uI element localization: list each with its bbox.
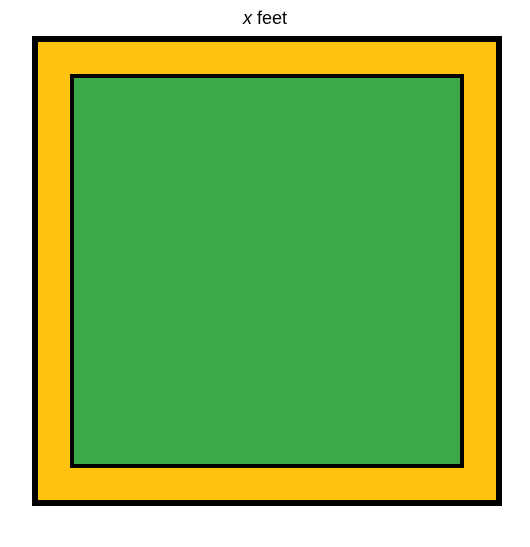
dimension-label: x feet xyxy=(0,8,530,29)
variable-x: x xyxy=(243,8,252,28)
nested-squares-diagram xyxy=(32,36,502,512)
unit-label: feet xyxy=(252,8,287,28)
inner-square xyxy=(72,76,462,466)
